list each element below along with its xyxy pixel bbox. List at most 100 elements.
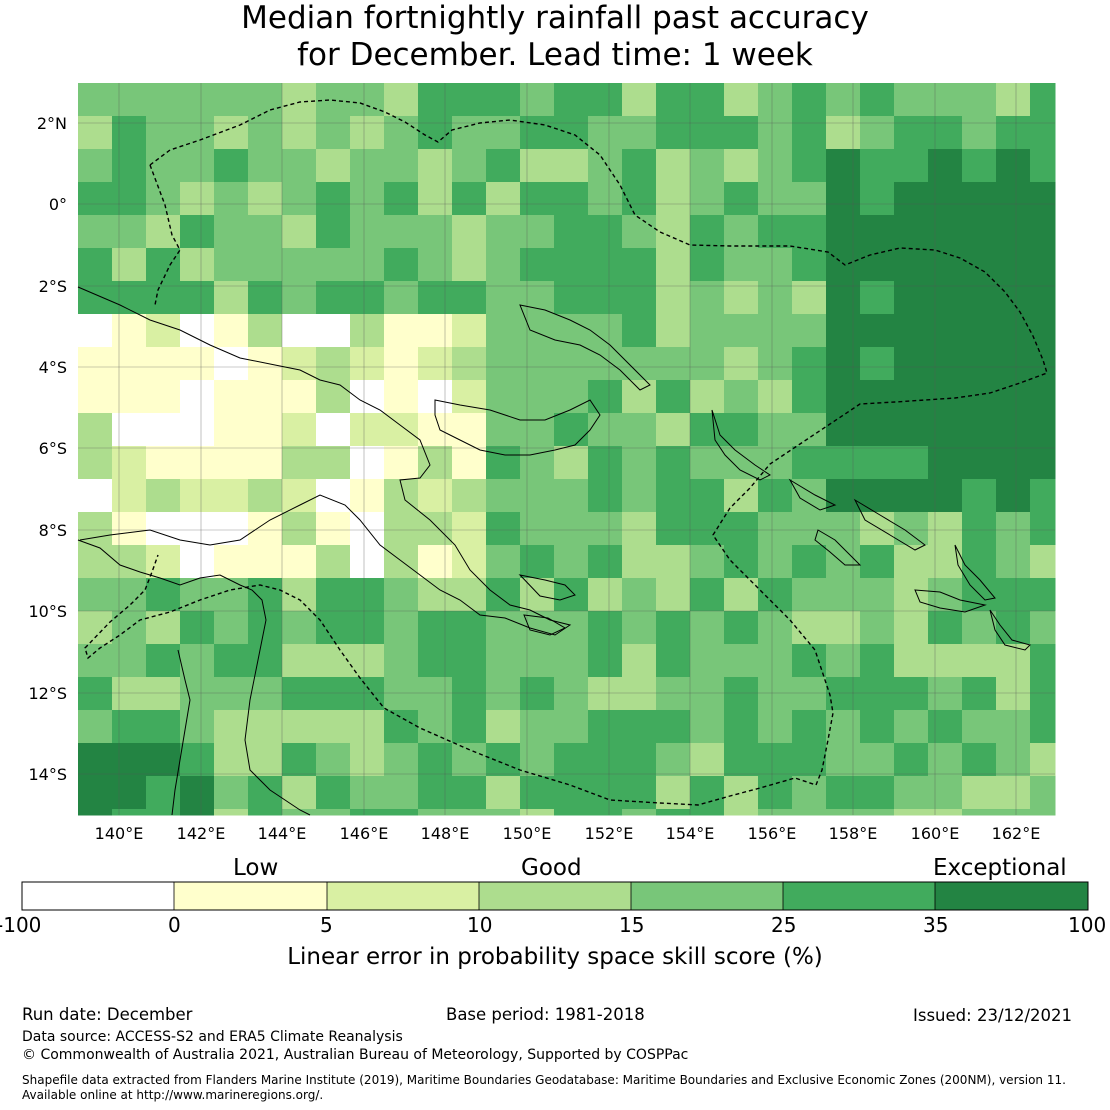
skill-cell: [418, 83, 453, 117]
skill-cell: [690, 611, 725, 645]
skill-cell: [316, 578, 351, 612]
skill-cell: [214, 380, 249, 414]
skill-cell: [486, 512, 521, 546]
skill-cell: [928, 743, 963, 777]
skill-cell: [486, 83, 521, 117]
skill-cell: [690, 446, 725, 480]
skill-cell: [724, 182, 759, 216]
skill-cell: [350, 281, 385, 315]
skill-cell: [758, 413, 793, 447]
skill-cell: [928, 512, 963, 546]
skill-cell: [758, 446, 793, 480]
skill-cell: [860, 644, 895, 678]
skill-cell: [860, 215, 895, 249]
shapefile-credit-line-1: Shapefile data extracted from Flanders M…: [22, 1073, 1066, 1087]
skill-cell: [112, 809, 147, 816]
skill-cell: [690, 743, 725, 777]
skill-cell: [248, 512, 283, 546]
skill-cell: [894, 479, 929, 513]
skill-cell: [656, 314, 691, 348]
skill-cell: [826, 116, 861, 150]
skill-cell: [146, 446, 181, 480]
skill-cell: [588, 578, 623, 612]
skill-cell: [758, 182, 793, 216]
skill-cell: [452, 116, 487, 150]
skill-cell: [316, 611, 351, 645]
skill-cell: [622, 545, 657, 579]
skill-cell: [826, 182, 861, 216]
skill-cell: [520, 347, 555, 381]
skill-cell: [282, 380, 317, 414]
skill-cell: [78, 710, 113, 744]
skill-cell: [452, 413, 487, 447]
skill-cell: [656, 380, 691, 414]
skill-cell: [180, 446, 215, 480]
skill-cell: [928, 281, 963, 315]
skill-cell: [316, 809, 351, 816]
skill-cell: [554, 809, 589, 816]
skill-cell: [1030, 644, 1056, 678]
skill-cell: [690, 215, 725, 249]
skill-cell: [486, 809, 521, 816]
skill-cell: [826, 446, 861, 480]
skill-cell: [894, 347, 929, 381]
skill-cell: [248, 116, 283, 150]
skill-cell: [758, 743, 793, 777]
skill-cell: [860, 83, 895, 117]
skill-cell: [214, 776, 249, 810]
skill-cell: [248, 413, 283, 447]
skill-cell: [724, 809, 759, 816]
skill-cell: [656, 512, 691, 546]
skill-cell: [724, 248, 759, 282]
skill-cell: [418, 743, 453, 777]
skill-cell: [554, 578, 589, 612]
skill-cell: [452, 215, 487, 249]
skill-cell: [282, 248, 317, 282]
skill-cell: [520, 215, 555, 249]
skill-cell: [690, 776, 725, 810]
skill-cell: [282, 116, 317, 150]
skill-cell: [1030, 413, 1056, 447]
skill-cell: [724, 545, 759, 579]
map-title-line-2: for December. Lead time: 1 week: [297, 37, 813, 73]
skill-cell: [452, 644, 487, 678]
skill-cell: [78, 116, 113, 150]
skill-cell: [112, 776, 147, 810]
skill-cell: [452, 446, 487, 480]
skill-cell: [758, 545, 793, 579]
skill-cell: [996, 248, 1031, 282]
skill-cell: [588, 776, 623, 810]
skill-cell: [792, 248, 827, 282]
skill-cell: [248, 314, 283, 348]
skill-cell: [894, 83, 929, 117]
skill-cell: [384, 116, 419, 150]
skill-cell: [112, 644, 147, 678]
skill-cell: [282, 776, 317, 810]
skill-cell: [962, 347, 997, 381]
skill-cell: [248, 83, 283, 117]
skill-cell: [656, 116, 691, 150]
skill-cell: [894, 215, 929, 249]
coastline: [77, 539, 311, 816]
skill-cell: [622, 248, 657, 282]
skill-cell: [486, 149, 521, 183]
skill-cell: [928, 479, 963, 513]
skill-cell: [894, 710, 929, 744]
skill-cell: [248, 380, 283, 414]
skill-cell: [588, 512, 623, 546]
skill-cell: [588, 677, 623, 711]
skill-cell: [588, 314, 623, 348]
skill-cell: [350, 215, 385, 249]
skill-cell: [962, 512, 997, 546]
skill-cell: [792, 578, 827, 612]
skill-cell: [996, 479, 1031, 513]
skill-cell: [418, 215, 453, 249]
skill-cell: [180, 215, 215, 249]
coastline: [788, 478, 837, 511]
skill-cell: [520, 677, 555, 711]
skill-cell: [656, 182, 691, 216]
skill-cell: [520, 776, 555, 810]
skill-cell: [894, 677, 929, 711]
skill-cell: [996, 215, 1031, 249]
skill-cell: [146, 743, 181, 777]
